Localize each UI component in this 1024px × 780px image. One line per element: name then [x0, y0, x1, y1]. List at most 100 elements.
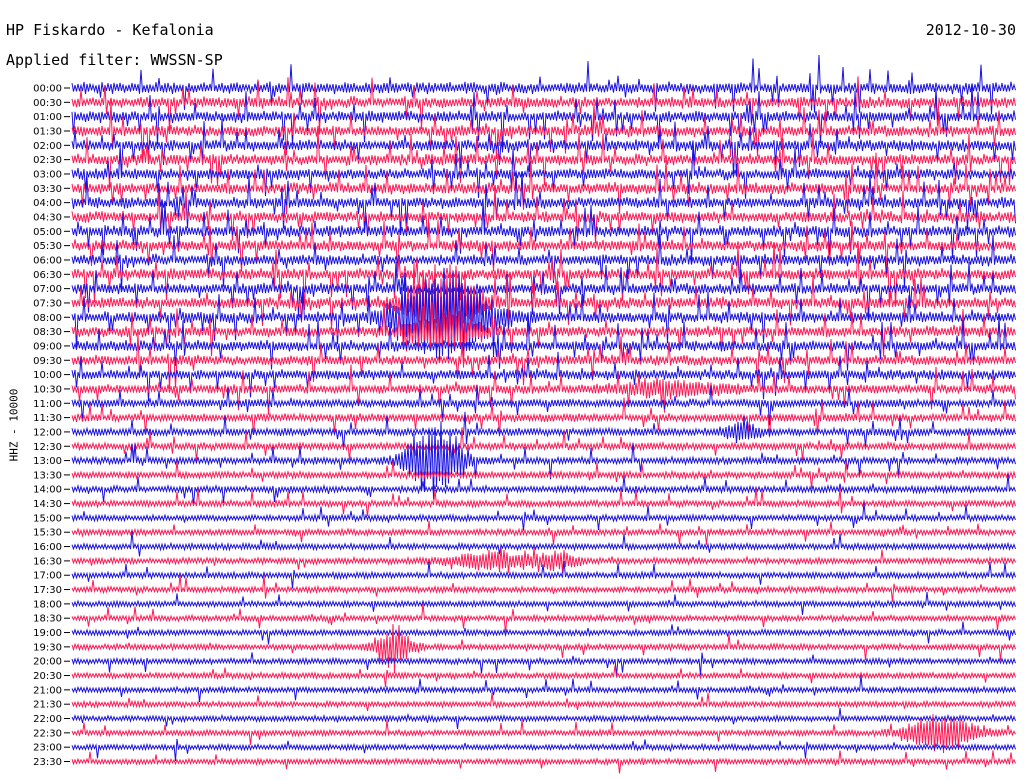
trace-row-1100: [71, 385, 1016, 426]
trace-row-2330: [71, 750, 1016, 774]
trace-row-0800: [71, 270, 1016, 361]
row-time-label: 15:30: [33, 528, 62, 539]
row-time-label: 08:00: [33, 313, 62, 324]
trace-row-0130: [71, 100, 1016, 164]
trace-row-0100: [71, 84, 1016, 153]
row-time-label: 12:00: [33, 427, 62, 438]
row-time-label: 18:30: [33, 614, 62, 625]
row-time-label: 10:00: [33, 370, 62, 381]
trace-row-2130: [71, 692, 1016, 712]
row-time-label: 01:00: [33, 112, 62, 123]
row-time-label: 05:30: [33, 241, 62, 252]
trace-row-1230: [71, 427, 1016, 461]
trace-row-0700: [71, 261, 1016, 320]
row-time-label: 19:00: [33, 628, 62, 639]
row-time-label: 04:00: [33, 198, 62, 209]
row-time-label: 03:30: [33, 184, 62, 195]
trace-row-1930: [71, 623, 1016, 674]
row-time-label: 06:30: [33, 270, 62, 281]
trace-row-1130: [71, 397, 1016, 438]
row-time-label: 17:30: [33, 585, 62, 596]
row-time-label: 04:30: [33, 212, 62, 223]
row-time-label: 07:00: [33, 284, 62, 295]
trace-row-1800: [71, 592, 1016, 615]
trace-row-0500: [71, 201, 1016, 263]
trace-row-2300: [71, 738, 1016, 762]
trace-row-1530: [71, 520, 1016, 545]
trace-row-1430: [71, 487, 1016, 517]
trace-row-0830: [71, 300, 1016, 368]
row-time-label: 00:30: [33, 98, 62, 109]
channel-axis-label: HHZ - 10000: [7, 388, 21, 462]
row-time-label: 13:00: [33, 456, 62, 467]
trace-row-1500: [71, 502, 1016, 531]
trace-row-0200: [71, 118, 1016, 177]
row-time-label: 21:00: [33, 685, 62, 696]
trace-row-1400: [71, 473, 1016, 506]
row-time-label: 20:00: [33, 657, 62, 668]
seismic-traces: [71, 54, 1016, 774]
row-time-label: 14:00: [33, 485, 62, 496]
row-time-label: 22:00: [33, 714, 62, 725]
trace-row-1730: [71, 574, 1016, 602]
trace-row-2100: [71, 675, 1016, 702]
row-time-label: 23:00: [33, 743, 62, 754]
row-time-label: 14:30: [33, 499, 62, 510]
row-time-label: 06:00: [33, 255, 62, 266]
trace-row-0900: [71, 312, 1016, 371]
trace-row-0630: [71, 241, 1016, 310]
trace-row-2200: [71, 708, 1016, 730]
station-title: HP Fiskardo - Kefalonia: [6, 21, 214, 39]
row-time-label: 00:00: [33, 84, 62, 95]
trace-row-0400: [71, 170, 1016, 235]
trace-row-1900: [71, 621, 1016, 645]
trace-row-0330: [71, 152, 1016, 215]
row-time-label: 20:30: [33, 671, 62, 682]
trace-row-1300: [71, 421, 1016, 500]
row-time-label: 11:00: [33, 399, 62, 410]
trace-row-1030: [71, 364, 1016, 415]
row-time-label: 21:30: [33, 700, 62, 711]
trace-row-0030: [71, 76, 1016, 132]
row-time-label: 03:00: [33, 169, 62, 180]
trace-row-0300: [71, 144, 1016, 199]
trace-row-1630: [71, 546, 1016, 574]
trace-row-2230: [71, 714, 1016, 754]
row-time-label: 05:00: [33, 227, 62, 238]
trace-row-1330: [71, 460, 1016, 489]
row-time-label: 09:30: [33, 356, 62, 367]
trace-row-1200: [71, 411, 1016, 450]
trace-row-0730: [71, 261, 1016, 341]
row-time-label: 18:00: [33, 599, 62, 610]
row-time-label: 10:30: [33, 384, 62, 395]
row-time-label: 22:30: [33, 728, 62, 739]
trace-row-0930: [71, 332, 1016, 389]
trace-row-1700: [71, 560, 1016, 589]
row-time-label: 23:30: [33, 757, 62, 768]
row-time-label: 16:00: [33, 542, 62, 553]
row-time-label: 09:00: [33, 341, 62, 352]
row-time-label: 11:30: [33, 413, 62, 424]
time-axis-ticks: 00:00 00:30 01:00 01:30 02:00 02:30 03:00 03:30…: [33, 84, 70, 768]
applied-filter-label: Applied filter: WWSSN-SP: [6, 51, 223, 69]
row-time-label: 15:00: [33, 513, 62, 524]
row-time-label: 17:00: [33, 571, 62, 582]
trace-row-1600: [71, 530, 1016, 557]
row-time-label: 12:30: [33, 442, 62, 453]
row-time-label: 16:30: [33, 556, 62, 567]
row-time-label: 13:30: [33, 470, 62, 481]
row-time-label: 01:30: [33, 126, 62, 137]
record-date: 2012-10-30: [925, 21, 1016, 39]
trace-row-2030: [71, 665, 1016, 688]
row-time-label: 08:30: [33, 327, 62, 338]
trace-row-2000: [71, 652, 1016, 676]
trace-row-0430: [71, 185, 1016, 244]
row-time-label: 19:30: [33, 642, 62, 653]
trace-row-0230: [71, 128, 1016, 188]
trace-row-1830: [71, 603, 1016, 633]
row-time-label: 02:00: [33, 141, 62, 152]
row-time-label: 07:30: [33, 298, 62, 309]
row-time-label: 02:30: [33, 155, 62, 166]
trace-row-1000: [71, 351, 1016, 402]
